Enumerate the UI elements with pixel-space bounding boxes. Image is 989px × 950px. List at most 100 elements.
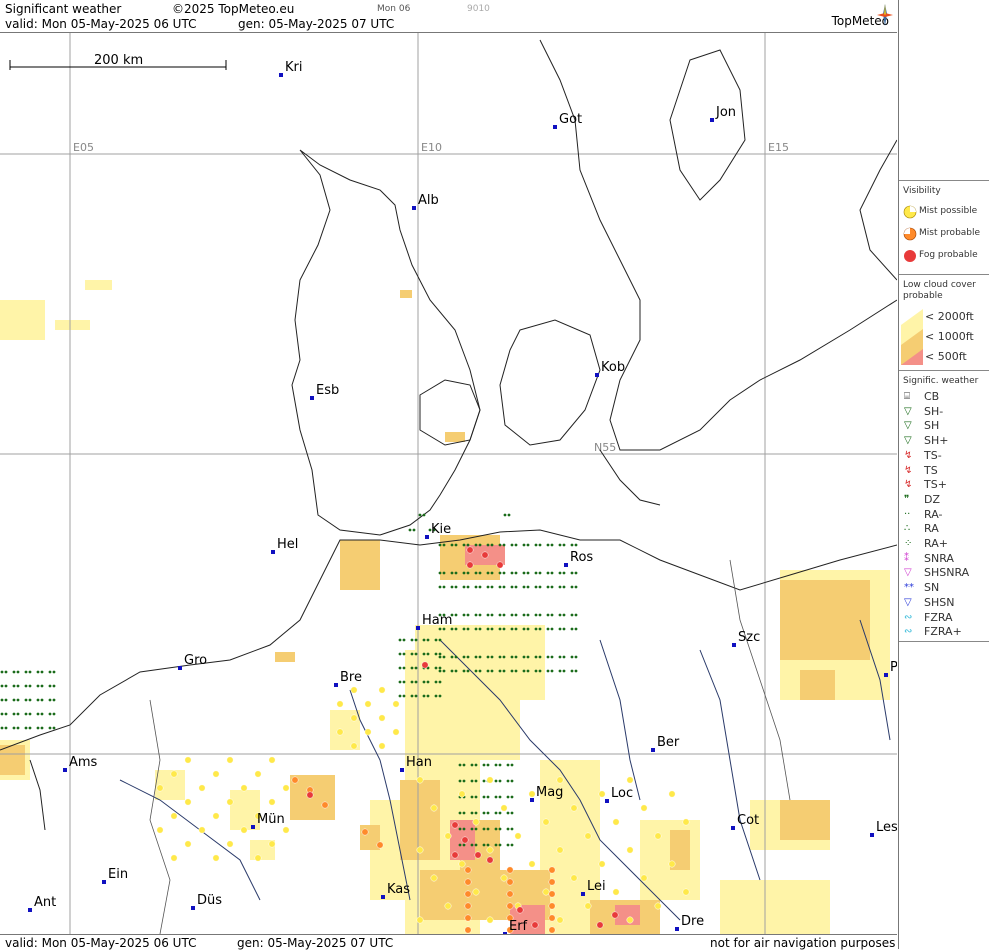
sigwx-ra-icon: ∴ [904,523,911,535]
drizzle-symbol [522,655,530,659]
drizzle-symbol [522,585,530,589]
disclaimer: not for air navigation purposes [710,936,896,950]
drizzle-symbol [570,669,578,673]
mist-dot [472,818,480,826]
city-label: Lei [587,879,606,894]
city-marker [732,643,736,647]
scale-label: 200 km [94,53,143,68]
fog-dot [481,551,489,559]
drizzle-symbol [0,684,8,688]
drizzle-symbol [398,694,406,698]
mist-dot [464,890,472,898]
sigwx-label: SH [924,419,940,433]
drizzle-symbol [486,627,494,631]
fog-dot [596,921,604,929]
drizzle-symbol [450,613,458,617]
drizzle-symbol [428,528,436,532]
mist-dot [584,902,592,910]
drizzle-symbol [474,613,482,617]
drizzle-symbol [48,670,56,674]
drizzle-symbol [570,571,578,575]
drizzle-symbol [486,571,494,575]
mist-dot [198,826,206,834]
drizzle-symbol [438,543,446,547]
low-cloud-patch [85,280,112,290]
mist-dot [156,784,164,792]
legend-lowcloud-title: Low cloud cover probable [903,280,976,301]
mist-dot [668,860,676,868]
generated-time: gen: 05-May-2025 07 UTC [238,17,395,31]
sigwx-label: RA- [924,507,943,521]
mist-dot [282,784,290,792]
city-label: Han [406,755,432,770]
city-label: Gro [184,653,207,668]
mist-dot [198,784,206,792]
drizzle-symbol [498,669,506,673]
city-marker [564,563,568,567]
product-code: 9010 [467,4,490,14]
sigwx-label: DZ [924,492,941,506]
mist-probable-icon [903,227,917,241]
drizzle-symbol [410,680,418,684]
valid-time: valid: Mon 05-May-2025 06 UTC [5,17,197,31]
drizzle-symbol [438,613,446,617]
drizzle-symbol [470,779,478,783]
low-cloud-patch [445,432,465,442]
city-marker [63,768,67,772]
drizzle-symbol [534,543,542,547]
sigwx-shsnra-icon: ▽ [904,567,912,579]
drizzle-symbol [450,655,458,659]
drizzle-symbol [506,811,514,815]
city-label: Dre [681,914,704,929]
city-marker [553,125,557,129]
drizzle-symbol [470,827,478,831]
drizzle-symbol [438,669,446,673]
drizzle-symbol [498,655,506,659]
drizzle-symbol [474,543,482,547]
legend-cloud-2000: < 2000ft [925,310,974,323]
mist-dot [548,926,556,934]
mist-dot [458,790,466,798]
run-tag: Mon 06 [377,4,411,14]
sigwx-dz-icon: ❞ [904,493,910,505]
sigwx-cb-icon: ⌸ [904,391,910,402]
drizzle-symbol [498,613,506,617]
mist-dot [350,714,358,722]
drizzle-symbol [410,652,418,656]
city-marker [102,880,106,884]
mist-dot [170,770,178,778]
drizzle-symbol [494,811,502,815]
drizzle-symbol [510,627,518,631]
city-label: Düs [197,893,222,908]
mist-dot [486,776,494,784]
drizzle-symbol [462,613,470,617]
mist-dot [170,812,178,820]
city-marker [381,895,385,899]
city-label: Ber [657,735,680,750]
drizzle-symbol [450,585,458,589]
mist-dot [500,874,508,882]
drizzle-symbol [450,571,458,575]
city-label: Mag [536,785,563,800]
city-marker [503,932,507,934]
mist-dot [254,854,262,862]
mist-dot [640,804,648,812]
mist-dot [392,728,400,736]
city-marker [279,73,283,77]
drizzle-symbol [422,638,430,642]
mist-dot [464,926,472,934]
drizzle-symbol [494,779,502,783]
drizzle-symbol [546,543,554,547]
city-label: P [890,660,897,675]
city-label: Cot [737,813,759,828]
mist-dot [170,854,178,862]
city-label: Alb [418,193,439,208]
mist-dot [240,784,248,792]
drizzle-symbol [410,666,418,670]
drizzle-symbol [398,680,406,684]
mist-dot [254,812,262,820]
drizzle-symbol [36,698,44,702]
mist-dot [486,916,494,924]
drizzle-symbol [438,571,446,575]
header-bar: Significant weather ©2025 TopMeteo.eu Mo… [0,0,897,33]
